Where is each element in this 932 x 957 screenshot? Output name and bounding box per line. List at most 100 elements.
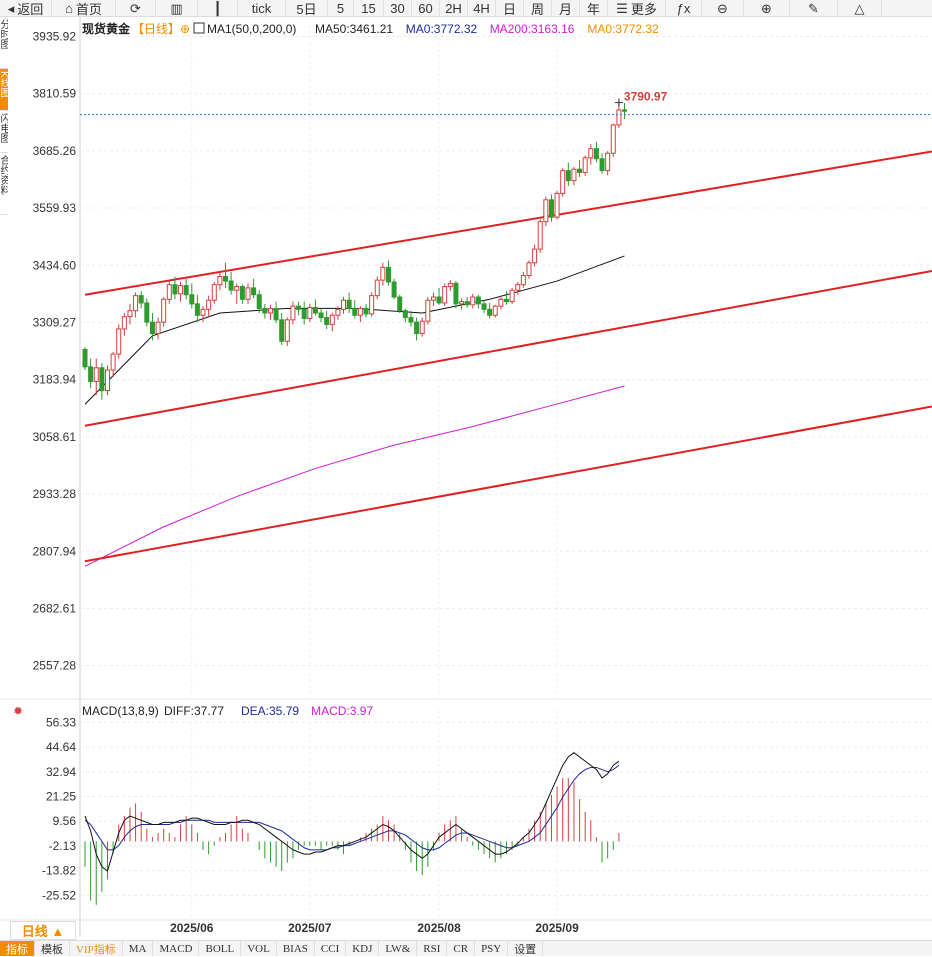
period-button[interactable]: 日线 ▲ bbox=[10, 921, 76, 940]
candle-body bbox=[408, 317, 414, 323]
toolbar-h2-label: 2H bbox=[445, 0, 462, 16]
candle-body bbox=[610, 124, 616, 154]
toolbar-m5-button[interactable]: 5 bbox=[328, 0, 354, 16]
toolbar-m15-label: 15 bbox=[361, 0, 376, 16]
toolbar-home-button[interactable]: ⌂ 首页 bbox=[52, 0, 116, 17]
candle-body bbox=[532, 248, 538, 264]
candle-body bbox=[470, 296, 476, 306]
toolbar-zoom-out-button[interactable]: ⊖ bbox=[702, 0, 744, 16]
toolbar-m15-button[interactable]: 15 bbox=[354, 0, 384, 16]
indicator-bar: 指标 模板 VIP指标 MA MACD BOLL VOL BIAS CCI KDJ LW& RSI CR… bbox=[0, 940, 932, 956]
candle-body bbox=[464, 301, 470, 306]
toolbar-week-button[interactable]: 周 bbox=[524, 0, 552, 17]
zoom-out-icon: ⊖ bbox=[717, 0, 728, 16]
candle-body bbox=[363, 307, 369, 315]
x-tick-label: 2025/08 bbox=[417, 921, 461, 935]
candle-body bbox=[149, 321, 155, 335]
k-legend-item: MA50:3461.21 bbox=[315, 22, 393, 36]
candle-body bbox=[616, 109, 622, 126]
toolbar-month-button[interactable]: 月 bbox=[552, 0, 580, 17]
candle-body bbox=[509, 289, 515, 303]
toolbar-chart-type-button[interactable]: ▥ bbox=[156, 0, 198, 16]
left-tab-2[interactable]: 闪电图 bbox=[0, 111, 8, 153]
macd-settings-icon: ✹ bbox=[13, 704, 23, 718]
indicator-tab-14[interactable]: 设置 bbox=[508, 941, 544, 956]
macd-y-tick-label: 44.64 bbox=[46, 740, 76, 754]
candle-body bbox=[447, 282, 453, 288]
candle-body bbox=[172, 284, 178, 295]
macd-y-tick-label: 56.33 bbox=[46, 715, 76, 729]
toolbar-h4-label: 4H bbox=[473, 0, 490, 16]
candle-body bbox=[346, 299, 352, 309]
left-tab-1[interactable]: K线图 bbox=[0, 69, 8, 111]
chart-type-icon: ▥ bbox=[170, 0, 183, 16]
indicator-tab-7[interactable]: BIAS bbox=[277, 941, 315, 956]
indicator-tab-3[interactable]: MA bbox=[123, 941, 154, 956]
candle-body bbox=[329, 314, 335, 325]
candle-body bbox=[228, 280, 234, 291]
candle-body bbox=[430, 296, 436, 301]
dea-line bbox=[84, 764, 620, 851]
candle-body bbox=[588, 148, 594, 159]
indicator-tab-1[interactable]: 模板 bbox=[35, 941, 70, 956]
toolbar-back-button[interactable]: ◂ 返回 bbox=[0, 0, 52, 17]
toolbar-refresh-button[interactable]: ⟳ bbox=[116, 0, 156, 16]
indicator-tab-13[interactable]: PSY bbox=[475, 941, 509, 956]
candle-body bbox=[425, 299, 431, 322]
toolbar-candle-button[interactable]: ┃ bbox=[198, 0, 238, 16]
toolbar-m60-button[interactable]: 60 bbox=[412, 0, 440, 16]
macd-y-tick-label: 21.25 bbox=[46, 790, 76, 804]
toolbar-m30-button[interactable]: 30 bbox=[384, 0, 412, 16]
candle-body bbox=[223, 275, 228, 282]
toolbar-zoom-in-button[interactable]: ⊕ bbox=[744, 0, 790, 16]
toolbar-year-label: 年 bbox=[586, 1, 600, 17]
candle-body bbox=[515, 284, 521, 291]
toolbar-collapse-button[interactable]: △ bbox=[838, 0, 882, 16]
candle-body bbox=[200, 308, 206, 316]
indicator-tab-10[interactable]: LW& bbox=[379, 941, 418, 956]
candle-body bbox=[582, 157, 588, 173]
toolbar-more-button[interactable]: ☰ 更多 bbox=[608, 0, 666, 17]
toolbar-year-button[interactable]: 年 bbox=[580, 0, 608, 17]
candle-body bbox=[144, 302, 150, 323]
toolbar-fx-button[interactable]: ƒx bbox=[666, 0, 702, 16]
macd-y-tick-label: -25.52 bbox=[42, 888, 76, 902]
chart-area[interactable]: 3935.92 3810.59 3685.26 3559.93 3434.60 3309.… bbox=[0, 17, 932, 937]
candle-body bbox=[273, 307, 279, 321]
candle-body bbox=[116, 328, 122, 355]
instrument-name: 现货黄金 bbox=[82, 21, 131, 36]
candle-body bbox=[402, 310, 408, 319]
k-y-tick-label: 2807.94 bbox=[33, 544, 77, 558]
left-tab-0[interactable]: 分时图 bbox=[0, 17, 8, 69]
toolbar-5day-button[interactable]: 5日 bbox=[286, 0, 328, 17]
indicator-tab-6[interactable]: VOL bbox=[241, 941, 277, 956]
toolbar-draw-button[interactable]: ✎ bbox=[790, 0, 838, 16]
indicator-tab-4[interactable]: MACD bbox=[153, 941, 200, 956]
home-icon: ⌂ bbox=[65, 0, 73, 16]
toolbar-h4-button[interactable]: 4H bbox=[468, 0, 496, 16]
toolbar: ◂ 返回 ⌂ 首页 ⟳ ▥ ┃ tick 5日 5 15 30 60 2H 4H 日周月年 ☰ 更多 ƒx ⊖ ⊕ ✎ △ bbox=[0, 0, 932, 17]
toolbar-more-label: 更多 bbox=[630, 1, 657, 17]
k-y-tick-label: 3183.94 bbox=[33, 373, 77, 387]
candle-body bbox=[537, 221, 543, 250]
candle-body bbox=[622, 109, 628, 112]
trend-line-0 bbox=[84, 150, 932, 296]
x-tick-label: 2025/06 bbox=[170, 921, 214, 935]
indicator-tab-8[interactable]: CCI bbox=[315, 941, 347, 956]
indicator-tab-0[interactable]: 指标 bbox=[0, 941, 35, 956]
toolbar-h2-button[interactable]: 2H bbox=[440, 0, 468, 16]
toolbar-day-button[interactable]: 日 bbox=[496, 0, 524, 17]
candle-body bbox=[369, 295, 375, 315]
draw-icon: ✎ bbox=[808, 0, 819, 16]
candle-body bbox=[279, 319, 285, 342]
left-tab-3[interactable]: 合约资料 bbox=[0, 153, 8, 215]
indicator-tab-11[interactable]: RSI bbox=[417, 941, 448, 956]
candle-body bbox=[475, 296, 481, 305]
indicator-tab-2[interactable]: VIP指标 bbox=[70, 941, 123, 956]
indicator-tab-9[interactable]: KDJ bbox=[346, 941, 380, 956]
k-y-tick-label: 2933.28 bbox=[33, 487, 77, 501]
toolbar-tick-button[interactable]: tick bbox=[238, 0, 286, 16]
indicator-tab-5[interactable]: BOLL bbox=[199, 941, 242, 956]
indicator-tab-12[interactable]: CR bbox=[447, 941, 476, 956]
candle-body bbox=[267, 307, 273, 314]
